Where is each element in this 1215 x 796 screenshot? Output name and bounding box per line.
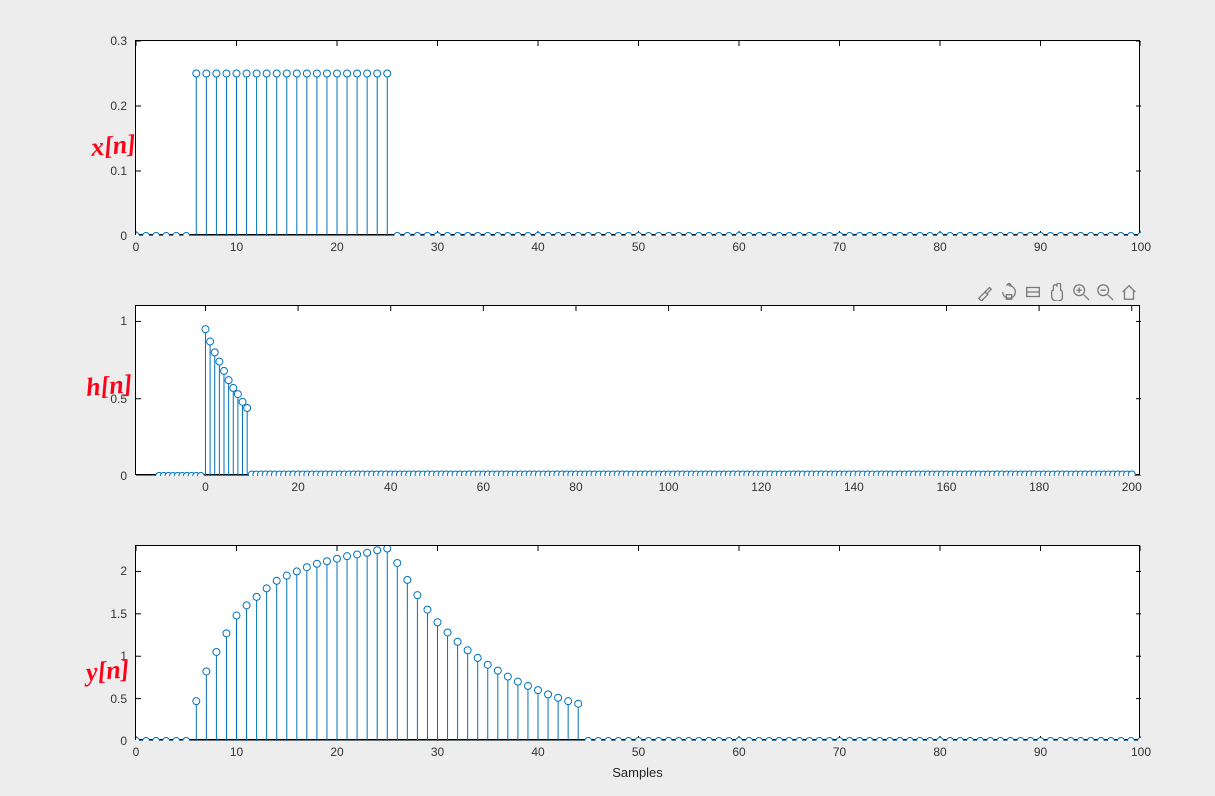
x-tick-label: 20: [330, 240, 343, 254]
x-tick-label: 180: [1029, 480, 1049, 494]
x-tick-label: 160: [936, 480, 956, 494]
home-icon[interactable]: [1119, 282, 1139, 302]
x-tick-label: 50: [632, 745, 645, 759]
x-tick-label: 70: [833, 240, 846, 254]
x-tick-label: 40: [531, 745, 544, 759]
matlab-figure: 00.10.20.30102030405060708090100x[n] 00.…: [60, 15, 1160, 785]
x-tick-label: 0: [133, 240, 140, 254]
x-tick-label: 200: [1122, 480, 1142, 494]
zoomout-icon[interactable]: [1095, 282, 1115, 302]
x-tick-label: 80: [569, 480, 582, 494]
x-tick-label: 100: [1131, 745, 1151, 759]
y-tick-label: 2: [77, 564, 127, 578]
x-tick-label: 60: [477, 480, 490, 494]
y-tick-label: 0.2: [77, 99, 127, 113]
y-tick-label: 0: [77, 734, 127, 748]
datatip-icon[interactable]: [1023, 282, 1043, 302]
handwritten-annotation: y[n]: [85, 654, 131, 688]
x-tick-label: 100: [1131, 240, 1151, 254]
x-tick-label: 10: [230, 745, 243, 759]
handwritten-annotation: x[n]: [90, 129, 137, 163]
x-tick-label: 70: [833, 745, 846, 759]
y-tick-label: 0: [77, 229, 127, 243]
y-tick-label: 1.5: [77, 607, 127, 621]
rotate-icon[interactable]: [999, 282, 1019, 302]
x-tick-label: 30: [431, 745, 444, 759]
subplot-y: 00.511.520102030405060708090100y[n]Sampl…: [135, 545, 1140, 740]
axes-toolbar: [975, 282, 1139, 302]
subplot-x: 00.10.20.30102030405060708090100x[n]: [135, 40, 1140, 235]
subplot-h: 00.51020406080100120140160180200h[n]: [135, 305, 1140, 475]
x-tick-label: 40: [531, 240, 544, 254]
y-tick-label: 1: [77, 314, 127, 328]
y-tick-label: 0: [77, 469, 127, 483]
x-axis-label: Samples: [612, 765, 663, 780]
x-tick-label: 120: [751, 480, 771, 494]
x-tick-label: 100: [659, 480, 679, 494]
x-tick-label: 50: [632, 240, 645, 254]
pan-icon[interactable]: [1047, 282, 1067, 302]
x-tick-label: 0: [202, 480, 209, 494]
x-tick-label: 90: [1034, 240, 1047, 254]
handwritten-annotation: h[n]: [85, 369, 134, 403]
x-tick-label: 60: [732, 240, 745, 254]
zoomin-icon[interactable]: [1071, 282, 1091, 302]
x-tick-label: 0: [133, 745, 140, 759]
x-tick-label: 140: [844, 480, 864, 494]
x-tick-label: 80: [933, 240, 946, 254]
x-tick-label: 90: [1034, 745, 1047, 759]
x-tick-label: 60: [732, 745, 745, 759]
x-tick-label: 20: [330, 745, 343, 759]
x-tick-label: 20: [291, 480, 304, 494]
x-tick-label: 40: [384, 480, 397, 494]
x-tick-label: 80: [933, 745, 946, 759]
x-tick-label: 30: [431, 240, 444, 254]
x-tick-label: 10: [230, 240, 243, 254]
brush-icon[interactable]: [975, 282, 995, 302]
y-tick-label: 0.3: [77, 34, 127, 48]
y-tick-label: 0.5: [77, 692, 127, 706]
y-tick-label: 0.1: [77, 164, 127, 178]
